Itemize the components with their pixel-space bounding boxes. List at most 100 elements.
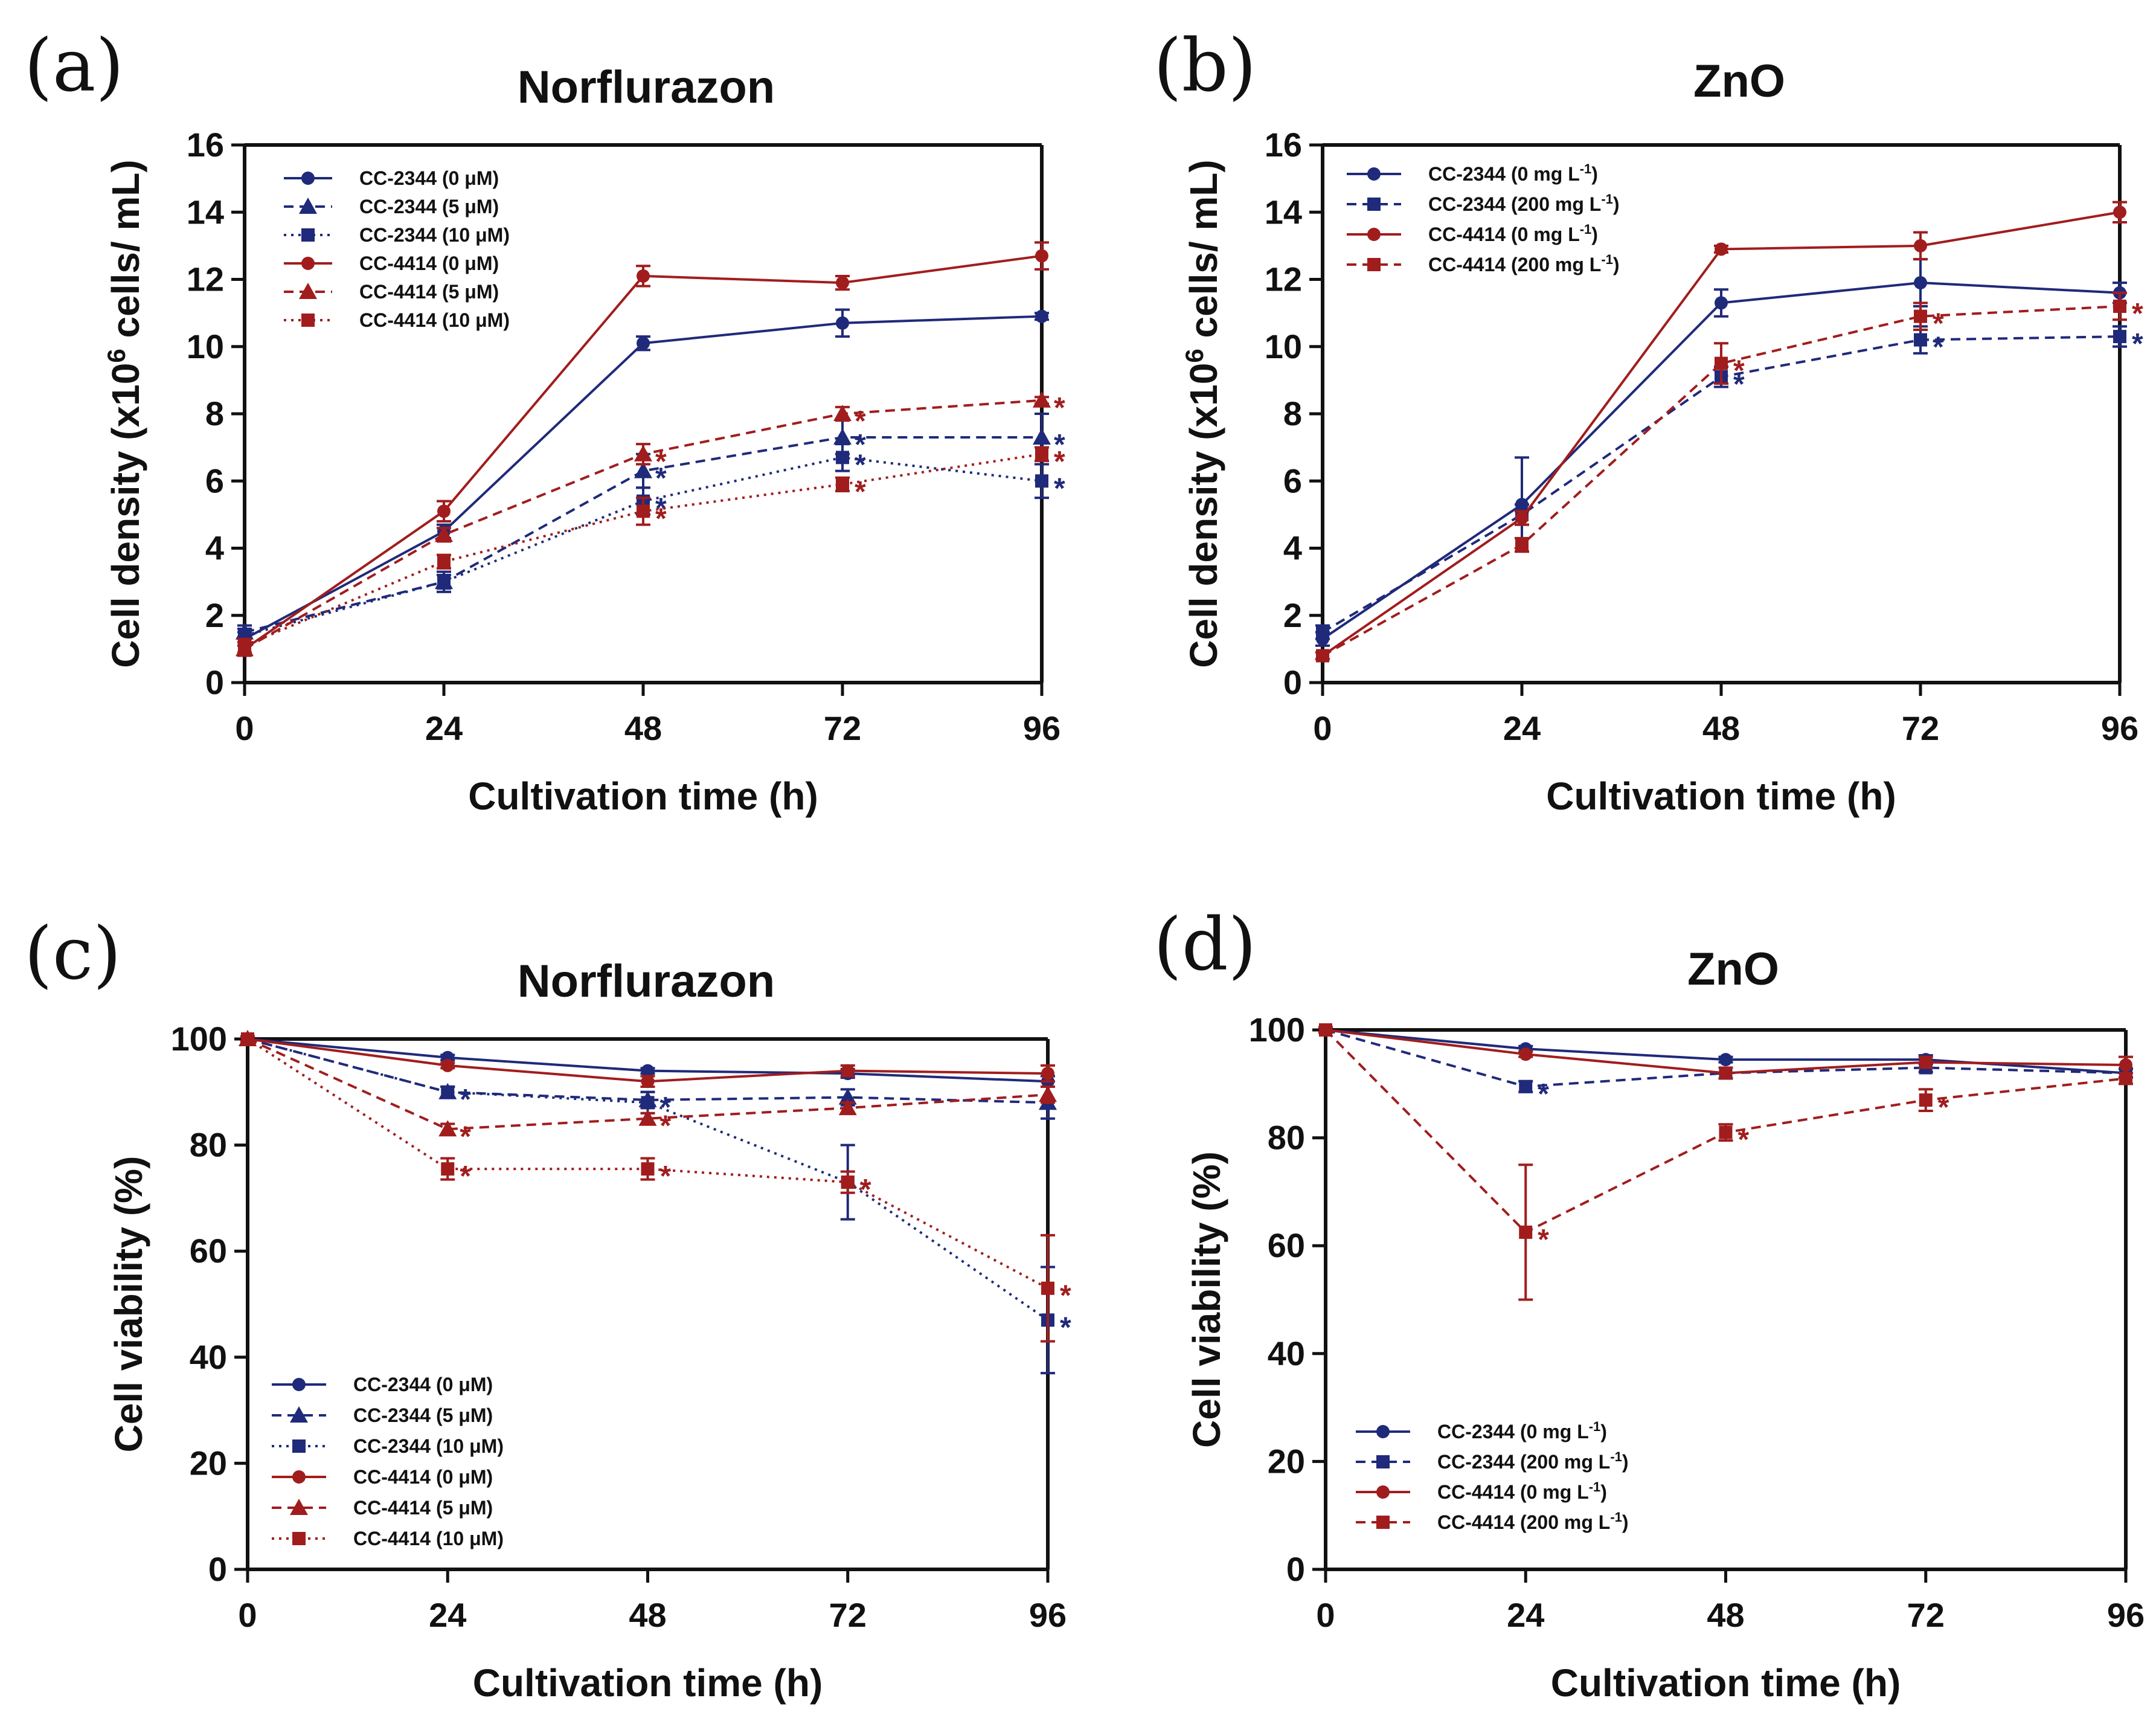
y-tick-label: 100 xyxy=(1249,1011,1305,1049)
legend-label: CC-2344 (5 μM) xyxy=(359,196,499,217)
x-tick-label: 0 xyxy=(1313,709,1332,747)
significance-star: * xyxy=(860,1174,871,1206)
x-tick-label: 0 xyxy=(238,1596,257,1634)
significance-star: * xyxy=(1738,1124,1750,1156)
legend-label: CC-4414 (0 mg L-1) xyxy=(1428,222,1598,246)
significance-star: * xyxy=(1733,368,1745,400)
legend-item: CC-2344 (0 mg L-1) xyxy=(1347,161,1598,185)
series-1 xyxy=(1315,258,2127,647)
significance-star: * xyxy=(460,1121,471,1153)
data-point xyxy=(634,445,652,462)
y-tick-label: 6 xyxy=(1283,462,1302,500)
legend-label: CC-2344 (200 mg L-1) xyxy=(1428,191,1620,216)
data-point xyxy=(1719,1066,1733,1080)
y-tick-label: 20 xyxy=(1268,1442,1305,1480)
legend-label: CC-4414 (200 mg L-1) xyxy=(1428,252,1620,276)
legend-marker xyxy=(1367,167,1381,181)
legend-item: CC-2344 (5 μM) xyxy=(284,196,499,217)
data-point xyxy=(1715,356,1728,370)
y-tick-label: 0 xyxy=(208,1550,227,1588)
legend-label: CC-4414 (200 mg L-1) xyxy=(1437,1510,1629,1534)
significance-star: * xyxy=(1938,1092,1949,1124)
legend-label-superscript: -1 xyxy=(1580,161,1592,176)
legend-marker xyxy=(290,1406,308,1423)
legend-item: CC-4414 (0 mg L-1) xyxy=(1356,1479,1607,1503)
significance-star: * xyxy=(1933,332,1944,364)
legend-label-text: CC-2344 (10 μM) xyxy=(353,1435,504,1457)
legend-item: CC-4414 (5 μM) xyxy=(272,1497,493,1519)
y-tick-label: 2 xyxy=(1283,596,1302,634)
series-4: * * * xyxy=(1318,1023,2133,1301)
panel-letter: (a) xyxy=(24,24,124,108)
x-tick-label: 96 xyxy=(2107,1596,2145,1634)
series-5: * * * xyxy=(236,391,1065,657)
data-point xyxy=(1316,649,1329,663)
y-tick-label: 4 xyxy=(205,529,224,567)
data-point xyxy=(1914,239,1927,252)
data-point xyxy=(836,276,849,290)
legend-label-tail: ) xyxy=(1622,1451,1629,1473)
legend-marker xyxy=(301,172,315,185)
legend-label: CC-2344 (0 mg L-1) xyxy=(1437,1419,1607,1443)
y-tick-label: 12 xyxy=(1265,260,1302,298)
series-line xyxy=(247,1038,1048,1131)
significance-star: * xyxy=(1060,1280,1071,1312)
legend-label: CC-2344 (5 μM) xyxy=(353,1404,493,1426)
legend-marker xyxy=(1367,228,1381,241)
panel-letter: (b) xyxy=(1153,24,1256,108)
legend-label-text: CC-2344 (0 mg L xyxy=(1437,1421,1589,1443)
significance-star: * xyxy=(2132,298,2143,330)
series-3: * * * xyxy=(237,443,1065,644)
legend-label: CC-2344 (10 μM) xyxy=(359,224,510,246)
x-tick-label: 72 xyxy=(1907,1596,1945,1634)
y-tick-label: 60 xyxy=(1268,1226,1305,1264)
x-tick-label: 24 xyxy=(429,1596,466,1634)
chart-title: ZnO xyxy=(1687,944,1779,995)
legend-label: CC-4414 (5 μM) xyxy=(353,1497,493,1519)
data-point xyxy=(838,1099,857,1116)
legend-label-tail: ) xyxy=(1591,224,1598,245)
chart-title: Norflurazon xyxy=(518,62,775,113)
legend-label: CC-4414 (10 μM) xyxy=(359,309,510,331)
legend-label-text: CC-4414 (0 mg L xyxy=(1428,224,1580,245)
legend-label-tail: ) xyxy=(1600,1481,1607,1503)
data-point xyxy=(641,1096,655,1110)
y-tick-label: 40 xyxy=(1268,1334,1305,1372)
y-label-part: Cell density (x10 xyxy=(104,363,147,668)
significance-star: * xyxy=(655,446,667,478)
significance-star: * xyxy=(655,503,667,535)
y-tick-label: 100 xyxy=(171,1020,227,1058)
legend-label-text: CC-4414 (200 mg L xyxy=(1428,254,1601,275)
data-point xyxy=(2119,1058,2132,1072)
legend-item: CC-4414 (0 mg L-1) xyxy=(1347,222,1598,246)
y-label-superscript: 6 xyxy=(102,349,130,362)
y-tick-label: 10 xyxy=(1265,327,1302,365)
significance-star: * xyxy=(660,1110,672,1142)
x-tick-label: 72 xyxy=(829,1596,867,1634)
data-point xyxy=(1519,1079,1533,1093)
legend-label-text: CC-4414 (0 μM) xyxy=(359,252,499,274)
series-2: * * * xyxy=(1315,325,2143,640)
y-tick-label: 80 xyxy=(1268,1119,1305,1157)
y-tick-label: 6 xyxy=(205,462,224,500)
significance-star: * xyxy=(2132,328,2143,360)
data-point xyxy=(637,336,650,350)
data-point xyxy=(2113,330,2126,344)
data-point xyxy=(637,269,650,283)
chart-panel-3: (c) Norflurazon 0 20 40 60 80 100 0 24 48 72 96 Culti… xyxy=(24,912,1071,1705)
legend: CC-2344 (0 mg L-1)CC-2344 (200 mg L-1)CC… xyxy=(1356,1419,1629,1534)
series-3 xyxy=(1315,201,2127,663)
data-point xyxy=(641,1162,655,1176)
data-point xyxy=(1515,511,1529,525)
y-label-superscript: 6 xyxy=(1180,349,1208,362)
significance-star: * xyxy=(855,449,866,481)
legend-label-text: CC-2344 (5 μM) xyxy=(359,196,499,217)
legend-marker xyxy=(301,314,315,327)
x-tick-label: 24 xyxy=(1507,1596,1544,1634)
y-tick-label: 0 xyxy=(1286,1550,1305,1588)
legend-item: CC-4414 (5 μM) xyxy=(284,281,499,303)
y-tick-label: 40 xyxy=(190,1338,227,1376)
series-6: * * * * xyxy=(240,1032,1071,1343)
